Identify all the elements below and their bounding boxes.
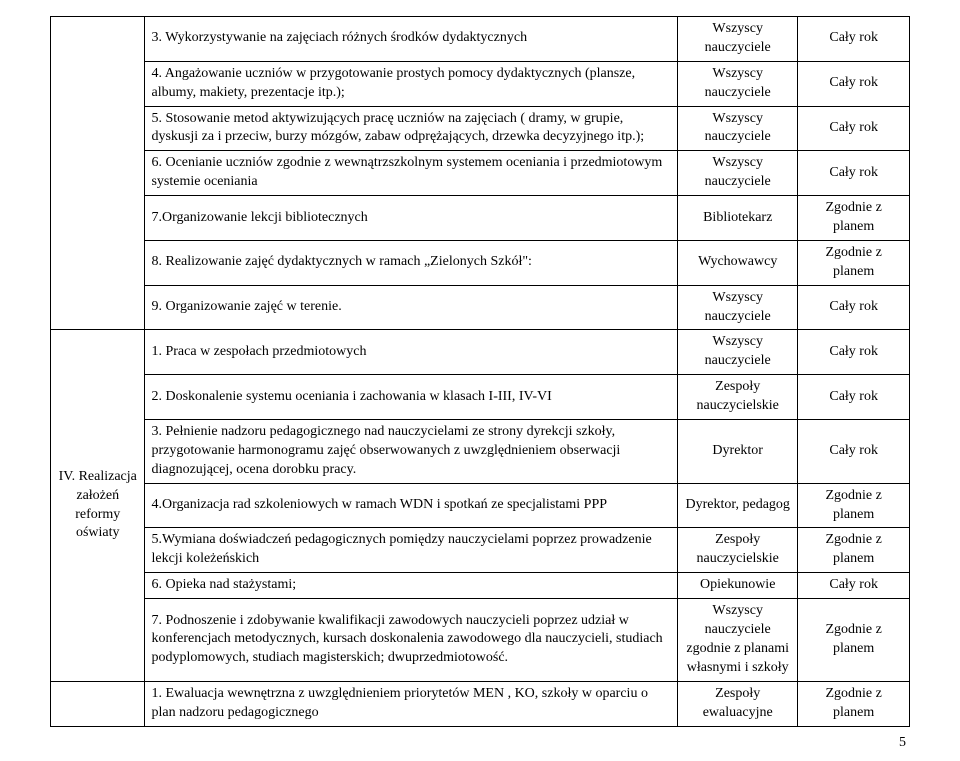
table-row: 3. Pełnienie nadzoru pedagogicznego nad … <box>51 420 910 484</box>
task-cell: 1. Ewaluacja wewnętrzna z uwzględnieniem… <box>145 681 678 726</box>
when-cell: Zgodnie z planem <box>798 240 910 285</box>
when-cell: Cały rok <box>798 573 910 599</box>
task-cell: 3. Pełnienie nadzoru pedagogicznego nad … <box>145 420 678 484</box>
when-cell: Zgodnie z planem <box>798 681 910 726</box>
table-row: 5.Wymiana doświadczeń pedagogicznych pom… <box>51 528 910 573</box>
task-cell: 5. Stosowanie metod aktywizujących pracę… <box>145 106 678 151</box>
section-cell-empty <box>51 17 145 330</box>
when-cell: Cały rok <box>798 17 910 62</box>
when-cell: Cały rok <box>798 285 910 330</box>
task-cell: 4. Angażowanie uczniów w przygotowanie p… <box>145 61 678 106</box>
table-row: 1. Ewaluacja wewnętrzna z uwzględnieniem… <box>51 681 910 726</box>
task-cell: 9. Organizowanie zajęć w terenie. <box>145 285 678 330</box>
when-cell: Cały rok <box>798 61 910 106</box>
task-cell: 2. Doskonalenie systemu oceniania i zach… <box>145 375 678 420</box>
section-cell-empty <box>51 681 145 726</box>
when-cell: Zgodnie z planem <box>798 528 910 573</box>
who-cell: Wszyscy nauczyciele zgodnie z planami wł… <box>678 599 798 682</box>
page-number: 5 <box>50 735 910 751</box>
table-row: 4. Angażowanie uczniów w przygotowanie p… <box>51 61 910 106</box>
when-cell: Cały rok <box>798 330 910 375</box>
who-cell: Wszyscy nauczyciele <box>678 61 798 106</box>
when-cell: Cały rok <box>798 106 910 151</box>
when-cell: Cały rok <box>798 375 910 420</box>
task-cell: 8. Realizowanie zajęć dydaktycznych w ra… <box>145 240 678 285</box>
who-cell: Bibliotekarz <box>678 196 798 241</box>
table-row: 3. Wykorzystywanie na zajęciach różnych … <box>51 17 910 62</box>
who-cell: Wszyscy nauczyciele <box>678 17 798 62</box>
table-row: 7. Podnoszenie i zdobywanie kwalifikacji… <box>51 599 910 682</box>
who-cell: Wychowawcy <box>678 240 798 285</box>
task-cell: 3. Wykorzystywanie na zajęciach różnych … <box>145 17 678 62</box>
who-cell: Wszyscy nauczyciele <box>678 330 798 375</box>
when-cell: Cały rok <box>798 420 910 484</box>
when-cell: Cały rok <box>798 151 910 196</box>
when-cell: Zgodnie z planem <box>798 599 910 682</box>
task-cell: 5.Wymiana doświadczeń pedagogicznych pom… <box>145 528 678 573</box>
who-cell: Dyrektor, pedagog <box>678 483 798 528</box>
table-row: 4.Organizacja rad szkoleniowych w ramach… <box>51 483 910 528</box>
who-cell: Zespoły ewaluacyjne <box>678 681 798 726</box>
table-row: 9. Organizowanie zajęć w terenie. Wszysc… <box>51 285 910 330</box>
who-cell: Zespoły nauczycielskie <box>678 528 798 573</box>
who-cell: Dyrektor <box>678 420 798 484</box>
who-cell: Zespoły nauczycielskie <box>678 375 798 420</box>
table-row: 6. Opieka nad stażystami; Opiekunowie Ca… <box>51 573 910 599</box>
who-cell: Opiekunowie <box>678 573 798 599</box>
who-cell: Wszyscy nauczyciele <box>678 285 798 330</box>
who-cell: Wszyscy nauczyciele <box>678 151 798 196</box>
task-cell: 1. Praca w zespołach przedmiotowych <box>145 330 678 375</box>
task-cell: 7.Organizowanie lekcji bibliotecznych <box>145 196 678 241</box>
table-row: 8. Realizowanie zajęć dydaktycznych w ra… <box>51 240 910 285</box>
table-row: 6. Ocenianie uczniów zgodnie z wewnątrzs… <box>51 151 910 196</box>
section-cell-iv: IV. Realizacja założeń reformy oświaty <box>51 330 145 681</box>
task-cell: 7. Podnoszenie i zdobywanie kwalifikacji… <box>145 599 678 682</box>
table-row: IV. Realizacja założeń reformy oświaty 1… <box>51 330 910 375</box>
task-cell: 4.Organizacja rad szkoleniowych w ramach… <box>145 483 678 528</box>
when-cell: Zgodnie z planem <box>798 196 910 241</box>
table-row: 7.Organizowanie lekcji bibliotecznych Bi… <box>51 196 910 241</box>
task-cell: 6. Opieka nad stażystami; <box>145 573 678 599</box>
when-cell: Zgodnie z planem <box>798 483 910 528</box>
who-cell: Wszyscy nauczyciele <box>678 106 798 151</box>
table-row: 5. Stosowanie metod aktywizujących pracę… <box>51 106 910 151</box>
task-cell: 6. Ocenianie uczniów zgodnie z wewnątrzs… <box>145 151 678 196</box>
plan-table: 3. Wykorzystywanie na zajęciach różnych … <box>50 16 910 727</box>
table-row: 2. Doskonalenie systemu oceniania i zach… <box>51 375 910 420</box>
